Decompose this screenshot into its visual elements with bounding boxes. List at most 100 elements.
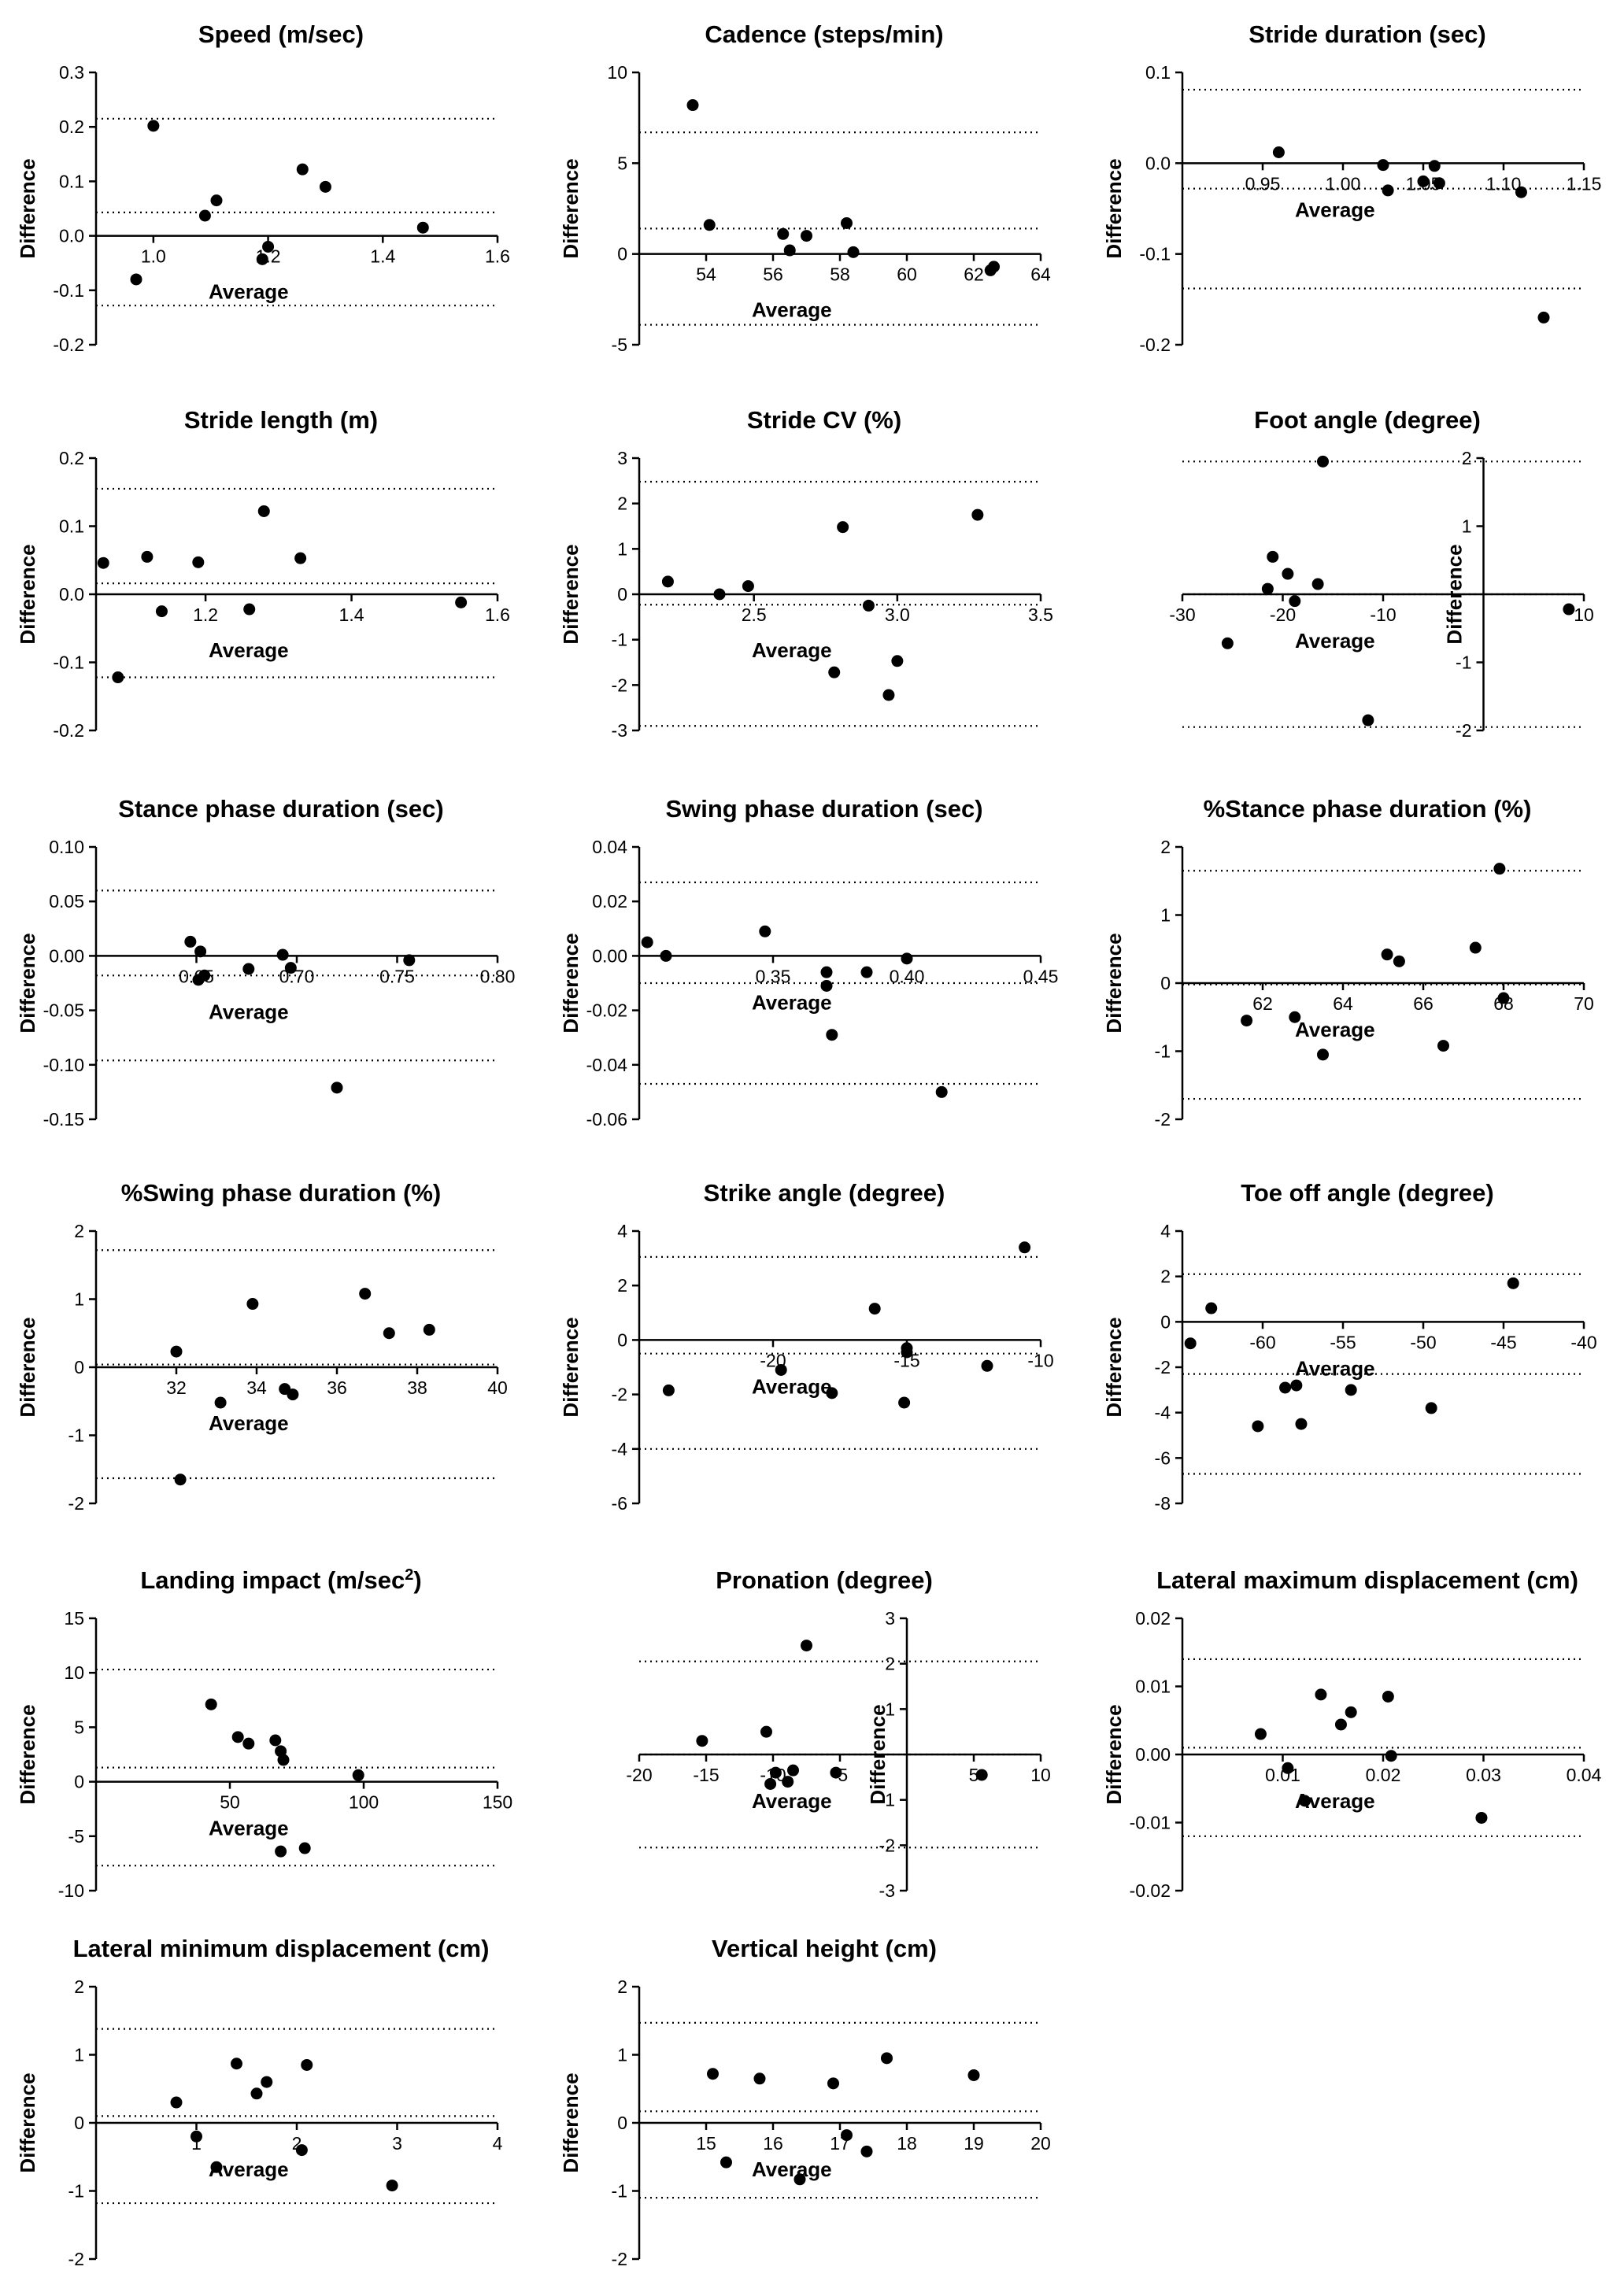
data-point — [1252, 1420, 1264, 1433]
x-tick-label: 0.03 — [1466, 1765, 1501, 1785]
data-point — [820, 966, 833, 978]
data-point — [1299, 1795, 1311, 1807]
y-tick-label: 0.05 — [49, 891, 84, 911]
data-point — [191, 2130, 202, 2143]
x-tick-label: 1.15 — [1567, 173, 1602, 194]
y-tick-label: -1 — [879, 1790, 895, 1810]
y-tick-label: -1 — [612, 2181, 627, 2202]
data-point — [837, 521, 849, 534]
x-tick-label: -30 — [1169, 605, 1195, 625]
x-tick-label: 70 — [1574, 993, 1594, 1014]
data-point — [901, 1346, 913, 1359]
data-point — [1317, 1048, 1329, 1061]
data-point — [403, 954, 416, 967]
chart-title: Landing impact (m/sec2) — [140, 1566, 421, 1594]
y-tick-label: 3 — [885, 1608, 895, 1629]
x-tick-label: -45 — [1490, 1332, 1516, 1352]
data-point — [1241, 1015, 1253, 1027]
data-point — [901, 952, 913, 965]
data-point — [250, 2087, 263, 2100]
y-tick-label: 0 — [1160, 1311, 1171, 1332]
data-point — [1279, 1381, 1292, 1394]
data-point — [826, 1387, 838, 1399]
data-point — [720, 2156, 732, 2169]
y-tick-label: -1 — [1155, 1041, 1171, 1062]
y-tick-label: 0.1 — [59, 516, 84, 537]
y-tick-label: 5 — [617, 153, 627, 173]
x-tick-label: 15 — [696, 2133, 716, 2154]
data-point — [246, 1298, 259, 1311]
x-axis-label: Average — [752, 2157, 832, 2181]
y-tick-label: -0.04 — [586, 1055, 628, 1075]
y-axis-label: Difference — [16, 158, 39, 258]
y-tick-label: 0 — [617, 584, 627, 605]
chart-title: %Stance phase duration (%) — [1204, 795, 1532, 823]
x-tick-label: 0.95 — [1245, 173, 1281, 194]
x-tick-label: 20 — [1030, 2133, 1051, 2154]
y-tick-label: 10 — [64, 1662, 84, 1683]
data-point — [975, 1769, 988, 1781]
y-tick-label: -1 — [68, 1425, 84, 1446]
data-point — [210, 194, 223, 207]
data-point — [860, 966, 873, 978]
y-axis-label: Difference — [16, 2072, 39, 2172]
data-point — [1425, 1402, 1437, 1414]
chart-panel: Toe off angle (degree) -8 -6 -4 -2 0 2 4 -60 -55 -… — [1102, 1179, 1597, 1514]
y-axis-label: Difference — [559, 544, 583, 644]
data-point — [97, 556, 109, 569]
data-point — [775, 1363, 787, 1376]
y-tick-label: 1 — [1462, 516, 1472, 537]
data-point — [1433, 177, 1445, 190]
data-point — [782, 1776, 794, 1788]
x-tick-label: 1.4 — [339, 605, 364, 625]
x-tick-label: 150 — [483, 1792, 512, 1813]
y-tick-label: 2 — [74, 1221, 84, 1241]
data-point — [277, 1754, 290, 1766]
x-tick-label: 10 — [1574, 605, 1594, 625]
data-point — [981, 1359, 993, 1372]
y-tick-label: 2 — [617, 494, 627, 514]
x-axis-label: Average — [1295, 1018, 1375, 1041]
data-point — [882, 689, 895, 701]
y-tick-label: -5 — [612, 335, 627, 355]
data-point — [1563, 603, 1575, 616]
data-point — [1282, 568, 1294, 580]
data-point — [1475, 1811, 1488, 1824]
data-point — [661, 575, 674, 588]
x-tick-label: -10 — [1370, 605, 1396, 625]
y-tick-label: -0.1 — [53, 280, 84, 301]
data-point — [170, 1345, 183, 1358]
data-point — [269, 1734, 282, 1747]
x-tick-label: 32 — [166, 1377, 187, 1398]
x-tick-label: 56 — [763, 264, 783, 285]
chart-panel: Lateral maximum displacement (cm) -0.02 -0… — [1102, 1566, 1602, 1901]
y-tick-label: -6 — [612, 1493, 627, 1514]
data-point — [242, 963, 255, 975]
x-tick-label: 1.6 — [485, 246, 510, 267]
data-point — [147, 120, 160, 132]
data-point — [764, 1777, 777, 1790]
x-tick-label: 66 — [1413, 993, 1433, 1014]
data-point — [170, 2096, 183, 2109]
y-tick-label: 1 — [885, 1699, 895, 1719]
chart-title: Foot angle (degree) — [1254, 406, 1481, 434]
data-point — [1385, 1750, 1397, 1762]
data-point — [1019, 1241, 1031, 1254]
data-point — [935, 1085, 948, 1098]
x-tick-label: 100 — [349, 1792, 379, 1813]
y-tick-label: 0 — [617, 1329, 627, 1350]
data-point — [231, 1731, 244, 1743]
data-point — [1261, 582, 1274, 595]
data-point — [662, 1384, 675, 1396]
data-point — [155, 605, 168, 618]
data-point — [257, 505, 270, 517]
y-tick-label: 2 — [1160, 837, 1171, 857]
y-tick-label: -0.1 — [53, 653, 84, 673]
chart-panel: %Stance phase duration (%)-2-10126264666… — [1102, 795, 1594, 1130]
data-point — [231, 2058, 242, 2070]
data-point — [1205, 1302, 1218, 1314]
data-point — [284, 962, 297, 974]
x-axis-label: Average — [752, 298, 832, 322]
y-tick-label: 1 — [74, 2045, 84, 2065]
